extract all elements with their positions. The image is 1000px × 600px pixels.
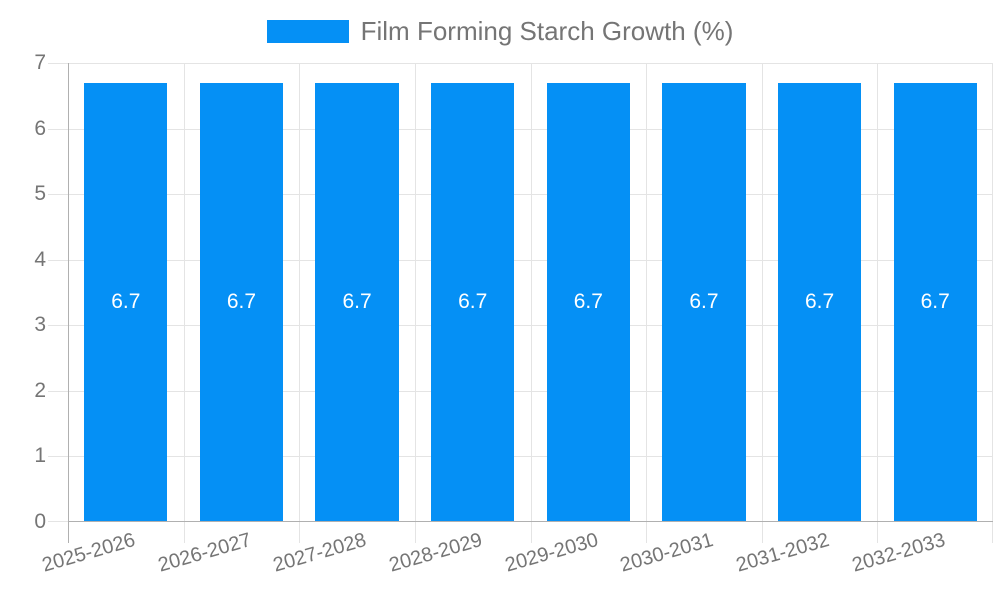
bar[interactable]: 6.7 xyxy=(662,82,746,522)
y-tick-label: 0 xyxy=(34,510,46,533)
gridline-horizontal xyxy=(48,128,993,130)
plot-area: 6.7 6.7 6.7 6.7 6.7 6.7 6.7 6.7 xyxy=(48,63,993,543)
y-axis-line xyxy=(68,63,69,543)
y-tick-label: 5 xyxy=(34,182,46,206)
y-tick-label: 6 xyxy=(34,116,46,140)
bar-value-label: 6.7 xyxy=(226,290,257,314)
gridline-vertical xyxy=(992,63,993,543)
bar[interactable]: 6.7 xyxy=(315,82,399,522)
x-axis-line xyxy=(68,521,993,522)
bar-value-label: 6.7 xyxy=(689,290,719,314)
gridline-horizontal xyxy=(48,325,993,327)
x-tick-label: 2031-2032 xyxy=(733,529,832,577)
legend[interactable]: Film Forming Starch Growth (%) xyxy=(0,16,1000,46)
gridline-vertical xyxy=(183,63,185,543)
x-tick-label: 2032-2033 xyxy=(849,529,948,577)
y-tick-label: 2 xyxy=(34,378,46,402)
bar-value-label: 6.7 xyxy=(111,290,141,314)
bar-value-label: 6.7 xyxy=(573,290,603,314)
bar[interactable]: 6.7 xyxy=(546,82,630,522)
x-tick-label: 2029-2030 xyxy=(502,529,601,577)
bar-value-label: 6.7 xyxy=(920,290,950,314)
y-tick-label: 7 xyxy=(34,51,46,74)
gridline-vertical xyxy=(761,63,763,543)
y-tick-label: 3 xyxy=(34,313,46,337)
gridline-horizontal xyxy=(48,194,993,196)
bar-value-label: 6.7 xyxy=(804,290,835,314)
gridline-horizontal xyxy=(48,259,993,261)
legend-label: Film Forming Starch Growth (%) xyxy=(360,16,734,46)
gridline-vertical xyxy=(530,63,532,543)
bar-value-label: 6.7 xyxy=(342,290,372,314)
y-axis-labels: 0 1 2 3 4 5 6 7 xyxy=(0,51,48,533)
gridline-horizontal xyxy=(48,63,993,64)
bar-value-label: 6.7 xyxy=(458,290,488,314)
gridline-vertical xyxy=(414,63,416,543)
x-tick-label: 2026-2027 xyxy=(155,529,254,577)
gridline-horizontal xyxy=(48,390,993,392)
bar[interactable]: 6.7 xyxy=(893,82,977,522)
y-tick-label: 1 xyxy=(34,444,46,468)
legend-swatch xyxy=(266,19,349,43)
bar[interactable]: 6.7 xyxy=(84,82,168,522)
y-tick-label: 4 xyxy=(34,247,46,271)
bar[interactable]: 6.7 xyxy=(431,82,515,522)
x-tick-label: 2027-2028 xyxy=(271,529,370,577)
y-axis-tick xyxy=(48,521,68,522)
gridline-horizontal xyxy=(48,456,993,458)
bar[interactable]: 6.7 xyxy=(777,82,862,522)
gridline-vertical xyxy=(646,63,648,543)
bar[interactable]: 6.7 xyxy=(199,82,284,522)
gridline-vertical xyxy=(299,63,301,543)
x-tick-label: 2028-2029 xyxy=(386,529,485,577)
x-tick-label: 2030-2031 xyxy=(617,529,717,577)
gridline-vertical xyxy=(877,63,879,543)
x-tick-label: 2025-2026 xyxy=(39,529,138,577)
